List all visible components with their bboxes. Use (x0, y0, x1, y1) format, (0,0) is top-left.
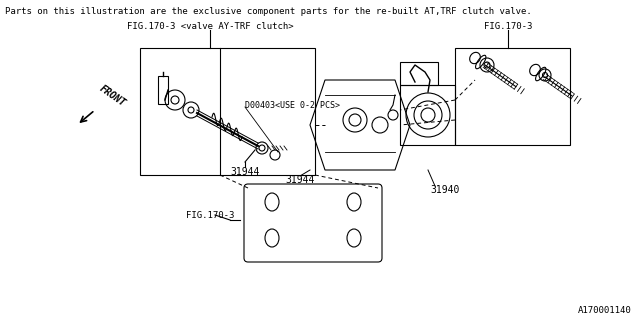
Text: FIG.170-3 <valve AY-TRF clutch>: FIG.170-3 <valve AY-TRF clutch> (127, 22, 293, 31)
Text: 31944: 31944 (230, 167, 260, 177)
Text: Parts on this illustration are the exclusive component parts for the re-built AT: Parts on this illustration are the exclu… (5, 7, 532, 16)
Text: D00403<USE 0-2 PCS>: D00403<USE 0-2 PCS> (245, 100, 340, 109)
Text: FIG.170-3: FIG.170-3 (186, 211, 234, 220)
Text: 31940: 31940 (430, 185, 460, 195)
Text: 31944: 31944 (285, 175, 315, 185)
Text: A170001140: A170001140 (579, 306, 632, 315)
Text: FRONT: FRONT (98, 83, 128, 108)
Text: FIG.170-3: FIG.170-3 (484, 22, 532, 31)
